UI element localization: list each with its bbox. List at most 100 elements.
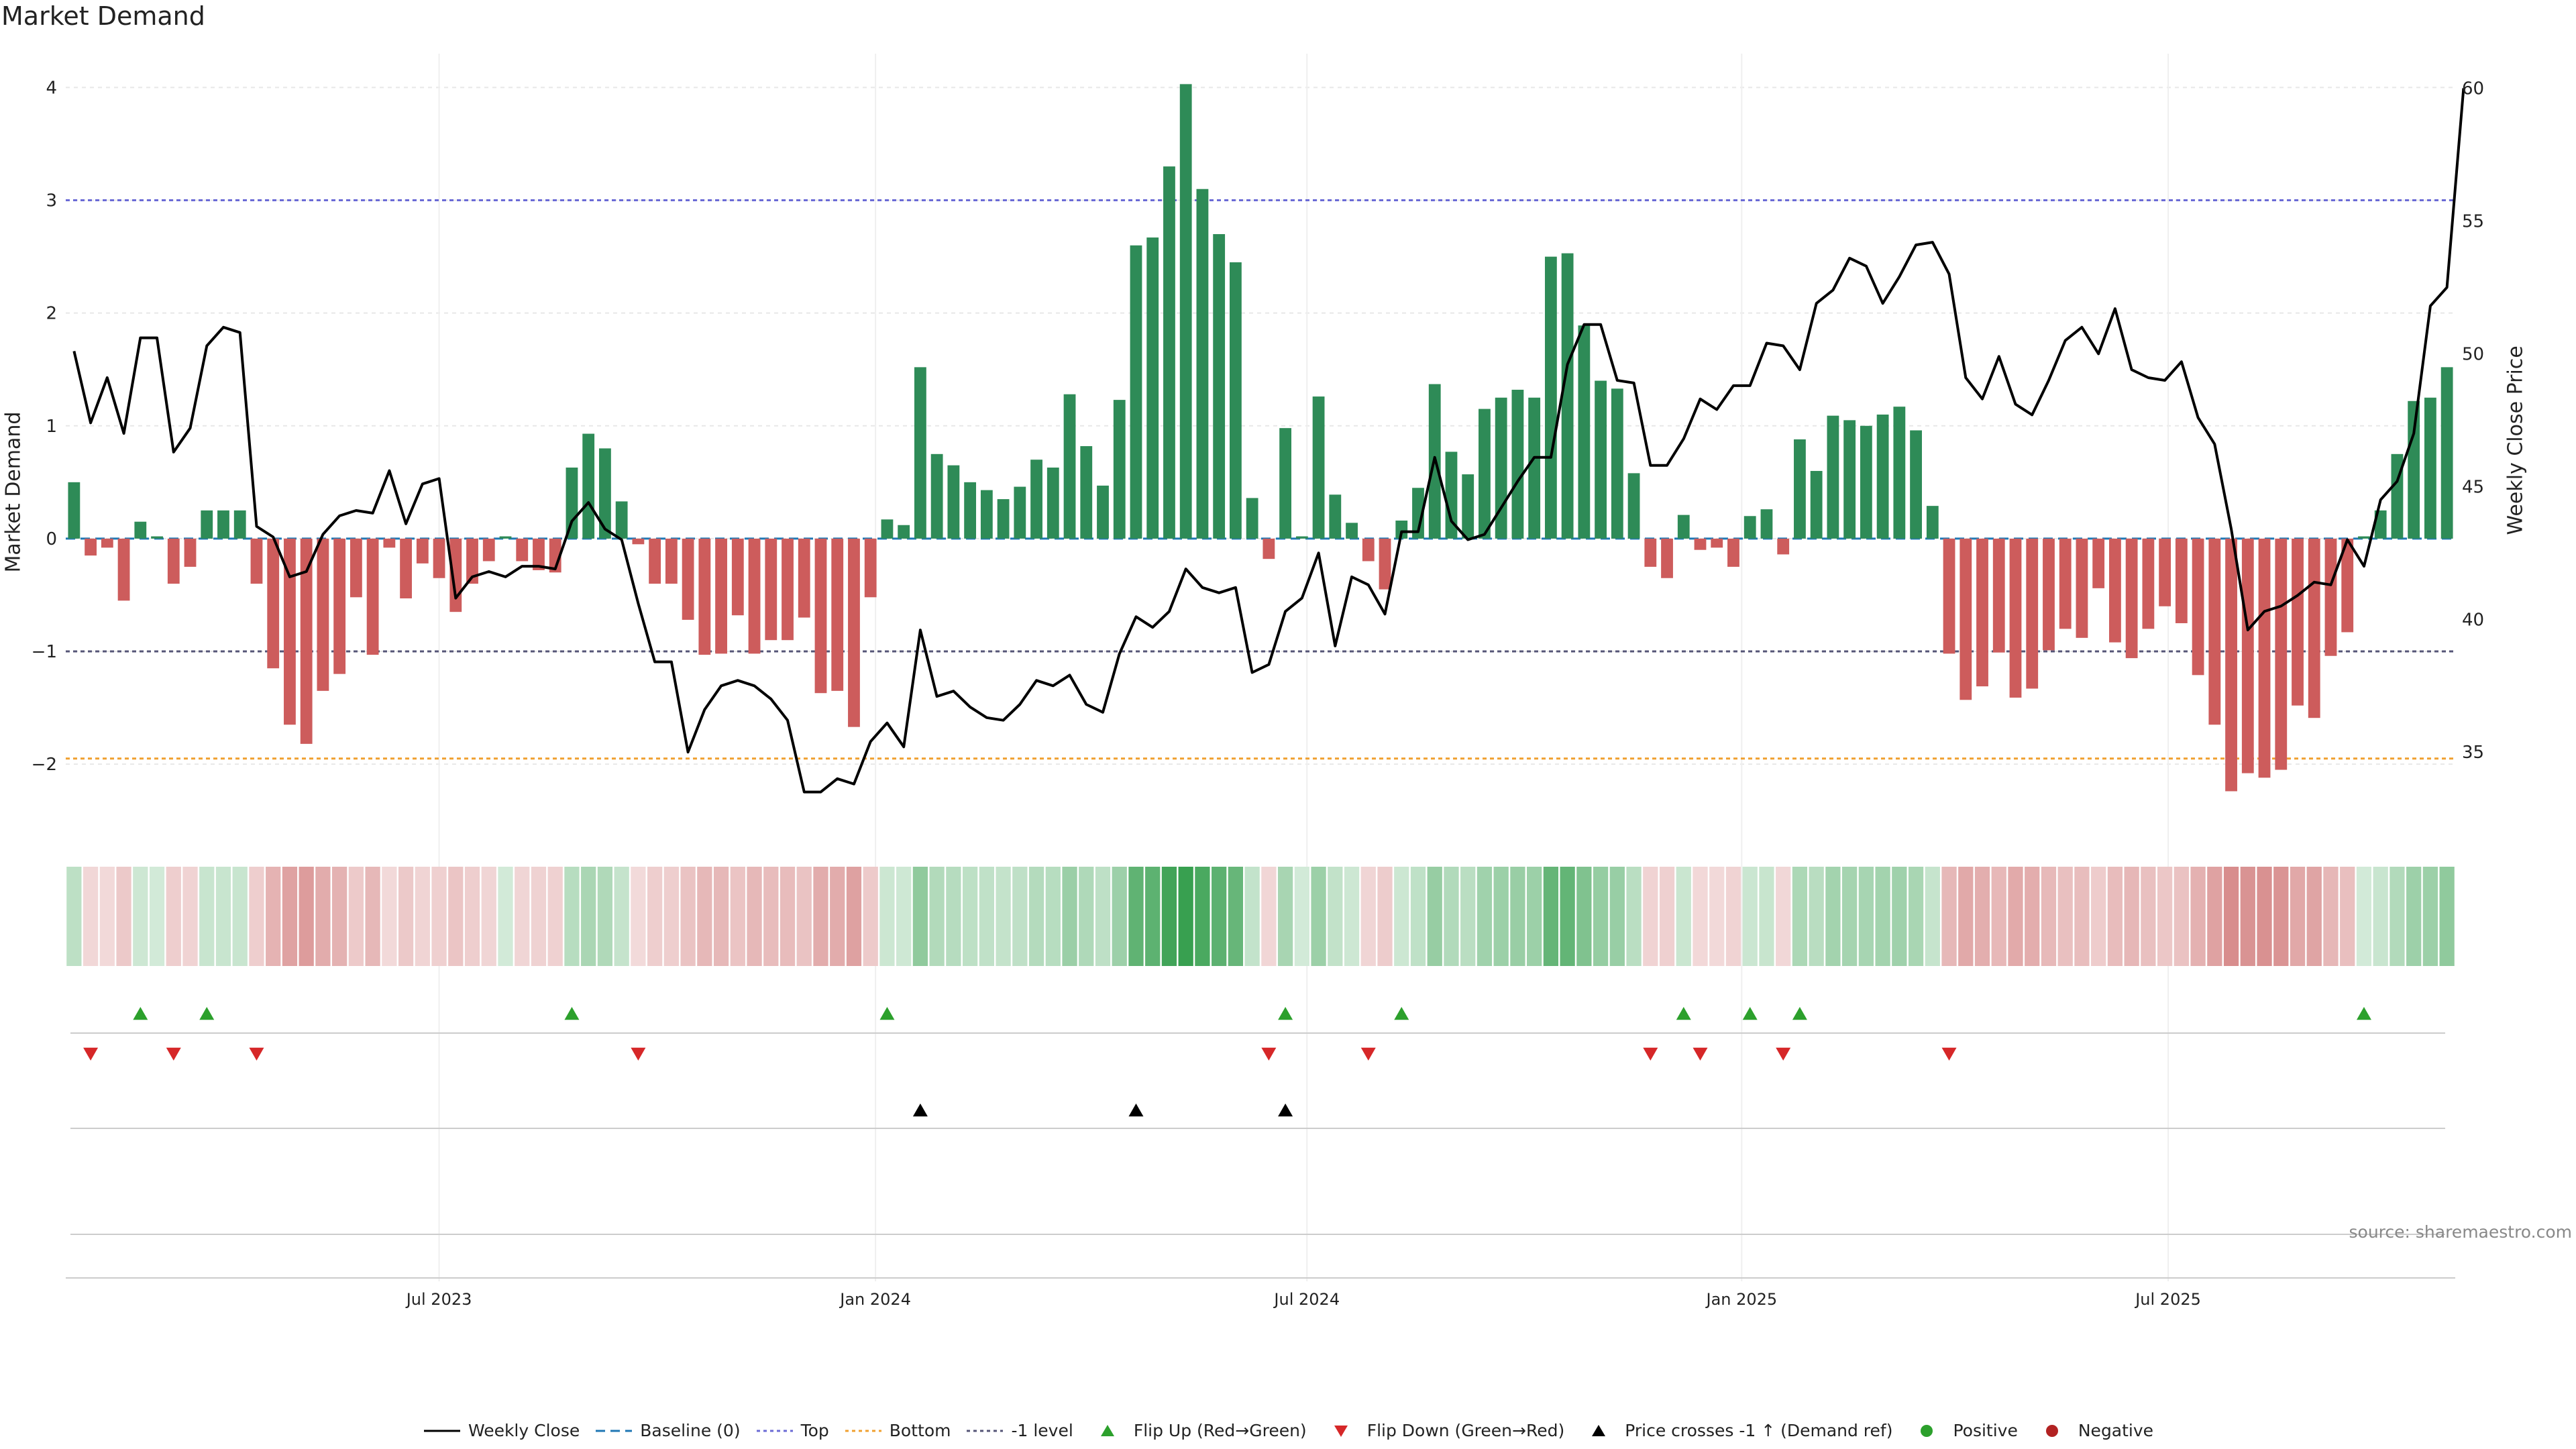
heat-cell [1477,867,1493,966]
heat-cell [2174,867,2189,966]
heat-cell [2390,867,2405,966]
demand-bar [499,536,512,539]
demand-bar [765,538,777,641]
heat-cell [448,867,464,966]
demand-bar [1263,538,1275,559]
demand-bar [1279,428,1292,539]
flip-up-marker [1676,1007,1691,1020]
heat-cell [1759,867,1774,966]
chart-title: Market Demand [1,1,205,31]
heat-cell [2422,867,2438,966]
heat-cell [1725,867,1741,966]
heat-cell [1974,867,1990,966]
flip-up-marker [2356,1007,2371,1020]
demand-bar [698,538,711,655]
heat-cell [2008,867,2023,966]
demand-bar [1395,521,1408,539]
legend-item-baseline: Baseline (0) [594,1421,741,1440]
flip-up-marker [1742,1007,1758,1020]
heat-cell [1178,867,1193,966]
demand-bar [831,538,844,691]
heat-cell [415,867,430,966]
y-tick-label: 3 [46,191,57,211]
demand-bar [1893,407,1906,539]
heat-cell [1991,867,2006,966]
demand-bar [632,538,645,545]
heat-cell [1161,867,1177,966]
demand-bar [383,538,396,548]
demand-bar [1727,538,1739,567]
legend-label: Negative [2078,1421,2154,1440]
flip-down-marker [1643,1047,1658,1061]
heat-cell [2223,867,2239,966]
flip-up-marker [199,1007,215,1020]
demand-bar [167,538,180,584]
flip-down-marker [249,1047,264,1061]
demand-bar [1843,420,1856,539]
demand-bar [1943,538,1955,654]
heat-cell [564,867,580,966]
heat-cell [896,867,912,966]
heat-cell [382,867,397,966]
demand-bar [184,538,197,567]
demand-bar [1179,84,1192,539]
heat-cell [1261,867,1277,966]
y-tick-label: −1 [32,642,57,662]
demand-bar [649,538,661,584]
demand-bar [1246,498,1258,539]
demand-bar [1777,538,1790,555]
y2-tick-label: 50 [2462,344,2484,364]
legend-item-bottom: Bottom [844,1421,951,1440]
heat-cell [1328,867,1343,966]
demand-bar [300,538,313,744]
heat-cell [1294,867,1309,966]
demand-bar [1611,388,1623,539]
y2-tick-label: 40 [2462,610,2484,630]
demand-bar [2142,538,2155,629]
heat-cell [780,867,796,966]
demand-bar [1080,446,1093,539]
demand-bar [782,538,794,641]
demand-bar [1046,467,1059,539]
y-tick-label: 1 [46,417,57,437]
demand-bar [2258,538,2271,778]
demand-bar [898,525,910,539]
demand-bar [1495,397,1507,539]
demand-bar [980,490,993,539]
demand-bar [1694,538,1707,550]
heat-cell [2406,867,2422,966]
demand-bar [947,465,960,539]
legend-swatch-icon [967,1430,1004,1432]
heat-cell [99,867,115,966]
heat-cell [1394,867,1409,966]
demand-bar [1014,486,1026,539]
legend-label: Positive [1953,1421,2018,1440]
demand-bar [1528,397,1541,539]
heat-cell [431,867,447,966]
heat-cell [1311,867,1326,966]
demand-bar [864,538,877,598]
legend-item-negative: Negative [2033,1421,2153,1440]
heat-cell [996,867,1011,966]
demand-bar [1595,380,1607,539]
heat-cell [1858,867,1874,966]
demand-bar [85,538,97,556]
flip-down-marker [631,1047,646,1061]
legend-swatch-icon [1334,1425,1348,1437]
demand-bar [1711,538,1723,548]
heat-cell [929,867,945,966]
heat-cell [614,867,629,966]
legend-item-minus1: -1 level [965,1421,1073,1440]
heat-cell [315,867,331,966]
demand-bar [1312,396,1325,539]
flip-down-marker [1693,1047,1708,1061]
heat-cell [1377,867,1393,966]
demand-bar [317,538,329,691]
heat-cell [1360,867,1376,966]
y2-tick-label: 35 [2462,743,2484,763]
demand-bar [1295,536,1308,539]
demand-bar [1146,237,1159,539]
heat-cell [215,867,231,966]
heat-cell [116,867,131,966]
heat-cell [1875,867,1890,966]
